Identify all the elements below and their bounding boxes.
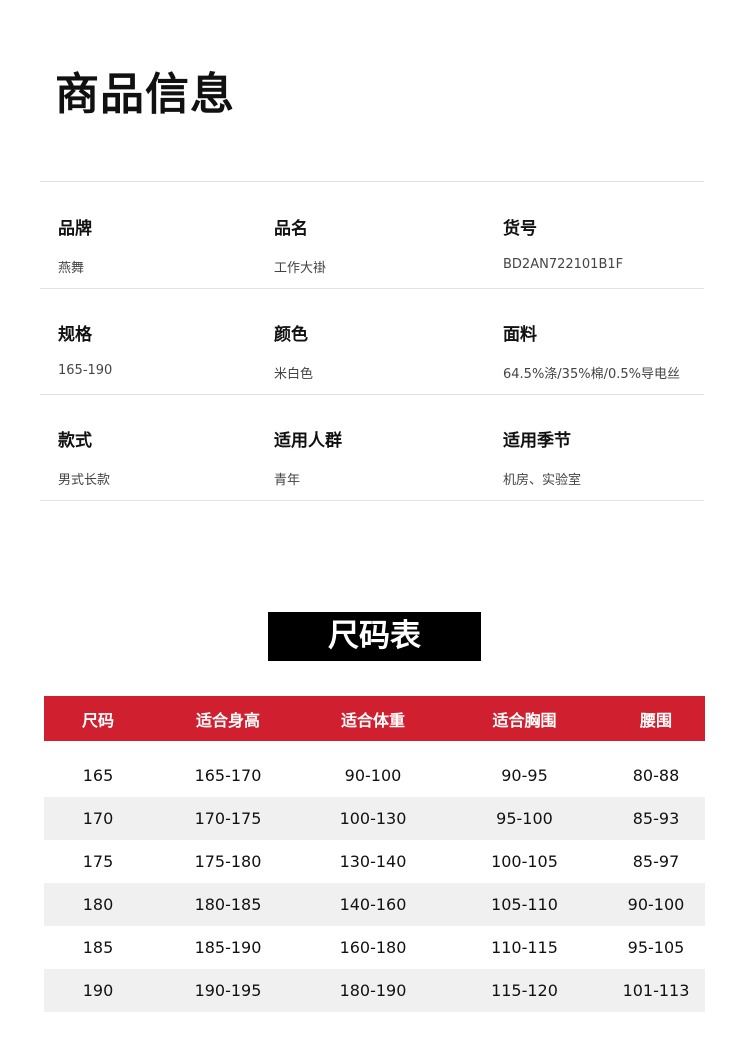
- table-row: 185 185-190 160-180 110-115 95-105: [44, 926, 705, 969]
- table-cell: 175-180: [194, 852, 262, 871]
- table-cell: 190-195: [194, 981, 262, 1000]
- table-cell: 180-190: [339, 981, 407, 1000]
- table-cell: 165: [82, 766, 114, 785]
- table-cell: 180: [82, 895, 114, 914]
- info-item: 适用季节 机房、实验室: [503, 426, 581, 488]
- table-row: 180 180-185 140-160 105-110 90-100: [44, 883, 705, 926]
- divider: [40, 500, 704, 501]
- table-cell: 185-190: [194, 938, 262, 957]
- table-cell: 140-160: [339, 895, 407, 914]
- info-label: 颜色: [274, 325, 308, 345]
- table-cell: 185: [82, 938, 114, 957]
- table-cell: 105-110: [491, 895, 558, 914]
- info-value: BD2AN722101B1F: [503, 257, 624, 272]
- table-cell: 190: [82, 981, 114, 1000]
- table-row: 175 175-180 130-140 100-105 85-97: [44, 840, 705, 883]
- divider: [40, 394, 704, 395]
- info-label: 面料: [503, 325, 537, 345]
- table-row: 190 190-195 180-190 115-120 101-113: [44, 969, 705, 1012]
- info-value: 机房、实验室: [503, 473, 582, 488]
- info-value: 男式长款: [58, 473, 111, 488]
- info-value: 米白色: [274, 367, 314, 382]
- table-cell: 130-140: [339, 852, 407, 871]
- info-item: 颜色 米白色: [274, 320, 313, 382]
- info-label: 适用人群: [274, 431, 342, 451]
- table-header: 尺码 适合身高 适合体重 适合胸围 腰围: [44, 696, 705, 741]
- info-label: 货号: [503, 219, 537, 239]
- size-chart-title: 尺码表: [268, 612, 481, 661]
- table-cell: 110-115: [491, 938, 558, 957]
- table-cell: 165-170: [194, 766, 262, 785]
- table-cell: 100-130: [339, 809, 407, 828]
- info-label: 品名: [274, 219, 308, 239]
- table-cell: 90-95: [501, 766, 548, 785]
- header-cell: 适合身高: [195, 710, 260, 730]
- table-row: 165 165-170 90-100 90-95 80-88: [44, 754, 705, 797]
- header-cell: 适合体重: [340, 710, 405, 730]
- table-cell: 90-100: [344, 766, 402, 785]
- info-item: 品牌 燕舞: [58, 214, 92, 276]
- header-cell: 适合胸围: [492, 710, 557, 730]
- divider: [40, 288, 704, 289]
- info-item: 款式 男式长款: [58, 426, 110, 488]
- size-table: 尺码 适合身高 适合体重 适合胸围 腰围 165 165-170 90-100 90-…: [44, 696, 705, 1012]
- info-label: 品牌: [58, 219, 92, 239]
- divider: [40, 181, 704, 182]
- table-cell: 115-120: [491, 981, 558, 1000]
- table-cell: 95-105: [627, 938, 685, 957]
- table-cell: 100-105: [491, 852, 558, 871]
- info-label: 款式: [58, 431, 92, 451]
- info-item: 适用人群 青年: [274, 426, 342, 488]
- info-item: 货号 BD2AN722101B1F: [503, 214, 623, 272]
- page-title: 商品信息: [55, 69, 235, 120]
- info-value: 燕舞: [58, 261, 85, 276]
- info-value: 工作大褂: [274, 261, 327, 276]
- info-item: 面料 64.5%涤/35%棉/0.5%导电丝: [503, 320, 680, 382]
- info-item: 品名 工作大褂: [274, 214, 326, 276]
- table-cell: 160-180: [339, 938, 407, 957]
- table-cell: 90-100: [627, 895, 685, 914]
- header-cell: 腰围: [639, 710, 672, 730]
- table-cell: 170: [82, 809, 114, 828]
- info-value: 64.5%涤/35%棉/0.5%导电丝: [503, 367, 680, 382]
- info-label: 适用季节: [503, 431, 571, 451]
- table-cell: 101-113: [622, 981, 690, 1000]
- table-cell: 170-175: [194, 809, 262, 828]
- table-cell: 85-97: [632, 852, 680, 871]
- table-cell: 85-93: [632, 809, 680, 828]
- info-value: 165-190: [58, 363, 113, 378]
- header-cell: 尺码: [81, 710, 114, 730]
- table-cell: 180-185: [194, 895, 262, 914]
- table-row: 170 170-175 100-130 95-100 85-93: [44, 797, 705, 840]
- table-cell: 95-100: [496, 809, 553, 828]
- info-value: 青年: [274, 473, 301, 488]
- info-label: 规格: [58, 325, 92, 345]
- info-item: 规格 165-190: [58, 320, 112, 378]
- table-cell: 80-88: [632, 766, 680, 785]
- table-cell: 175: [82, 852, 114, 871]
